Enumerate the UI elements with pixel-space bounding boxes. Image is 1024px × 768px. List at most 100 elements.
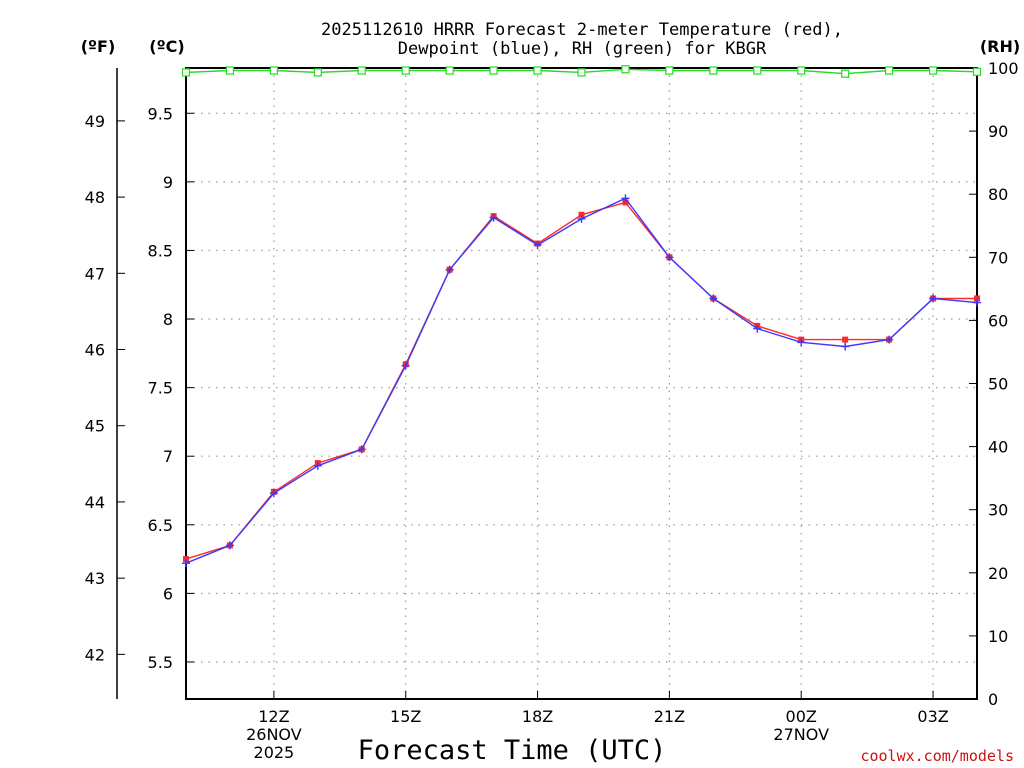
fahrenheit-axis-ticks: 42 43 44 45 46 47 48 49: [85, 112, 125, 664]
rh-point: [885, 66, 894, 75]
rh-tick-label: 70: [988, 248, 1008, 267]
title-line-1: 2025112610 HRRR Forecast 2-meter Tempera…: [321, 20, 843, 40]
celsius-tick-label: 8: [163, 310, 173, 329]
x-tick-label: 27NOV: [773, 725, 829, 744]
celsius-tick-label: 9: [163, 173, 173, 192]
dewpoint-point: [621, 194, 630, 203]
rh-tick-label: 90: [988, 122, 1008, 141]
x-tick-label: 18Z: [522, 707, 553, 726]
fahrenheit-tick-label: 45: [85, 417, 105, 436]
data-series: [181, 65, 982, 568]
dewpoint-point: [709, 294, 718, 303]
dewpoint-point: [973, 298, 981, 307]
rh-unit-label: (RH): [980, 37, 1020, 56]
x-tick-label: 03Z: [917, 707, 948, 726]
fahrenheit-tick-label: 48: [85, 188, 105, 207]
dewpoint-point: [225, 541, 234, 550]
temperature-series: [183, 199, 980, 563]
celsius-tick-label: 7: [163, 447, 173, 466]
x-tick-label: 26NOV: [246, 725, 302, 744]
temperature-point: [578, 211, 585, 218]
celsius-tick-label: 9.5: [148, 104, 173, 123]
axes: [116, 67, 978, 700]
dewpoint-point: [885, 335, 894, 344]
rh-tick-label: 30: [988, 501, 1008, 520]
celsius-tick-label: 5.5: [148, 653, 173, 672]
celsius-unit-label: (ºC): [149, 37, 184, 56]
rh-tick-label: 80: [988, 185, 1008, 204]
rh-tick-label: 10: [988, 627, 1008, 646]
rh-axis-ticks: 0 10 20 30 40 50 60 70 80 90 100: [969, 59, 1019, 709]
rh-point: [577, 68, 586, 77]
dewpoint-point: [489, 213, 498, 222]
temperature-point: [183, 556, 189, 563]
fahrenheit-tick-label: 46: [85, 341, 105, 360]
rh-tick-label: 50: [988, 375, 1008, 394]
x-tick-label: 00Z: [786, 707, 817, 726]
rh-tick-label: 60: [988, 311, 1008, 330]
rh-point: [269, 66, 278, 75]
rh-tick-label: 0: [988, 690, 998, 709]
fahrenheit-tick-label: 47: [85, 264, 105, 283]
temperature-point: [842, 336, 849, 343]
rh-point: [489, 66, 498, 75]
celsius-tick-label: 6.5: [148, 516, 173, 535]
fahrenheit-tick-label: 49: [85, 112, 105, 131]
dewpoint-point: [313, 461, 322, 470]
gridlines: [186, 68, 977, 699]
rh-point: [665, 66, 674, 75]
celsius-tick-label: 6: [163, 584, 173, 603]
fahrenheit-tick-label: 42: [85, 645, 105, 664]
x-tick-label: 12Z: [258, 707, 289, 726]
dewpoint-line: [185, 197, 978, 564]
temperature-point: [974, 295, 980, 302]
rh-point: [225, 66, 235, 75]
credit-text: coolwx.com/models: [860, 747, 1014, 765]
rh-point: [313, 68, 322, 77]
dewpoint-point: [841, 342, 850, 351]
dewpoint-point: [533, 240, 542, 249]
rh-point: [181, 68, 191, 77]
title-line-2: Dewpoint (blue), RH (green) for KBGR: [398, 39, 767, 59]
dewpoint-point: [665, 253, 674, 262]
rh-point: [357, 66, 366, 75]
plot-frame: [185, 67, 978, 700]
rh-point: [401, 66, 410, 75]
dewpoint-point: [357, 445, 366, 454]
rh-point: [797, 66, 806, 75]
dewpoint-point: [577, 214, 586, 223]
dewpoint-point: [797, 338, 806, 347]
rh-point: [753, 66, 762, 75]
dewpoint-point: [929, 294, 938, 303]
fahrenheit-unit-label: (ºF): [81, 37, 116, 56]
temperature-point: [622, 199, 629, 206]
dewpoint-point: [269, 489, 278, 498]
celsius-tick-label: 7.5: [148, 379, 173, 398]
rh-point: [928, 66, 938, 75]
dewpoint-point: [182, 559, 190, 568]
rh-point: [972, 67, 982, 76]
rh-tick-label: 100: [988, 59, 1019, 78]
rh-point: [841, 69, 850, 78]
temperature-line: [185, 201, 977, 560]
x-tick-label: 21Z: [654, 707, 685, 726]
fahrenheit-tick-label: 43: [85, 569, 105, 588]
celsius-axis-ticks: 5.5 6 6.5 7 7.5 8 8.5 9 9.5: [148, 104, 194, 672]
rh-point: [709, 66, 718, 75]
x-tick-label: 15Z: [390, 707, 421, 726]
rh-point: [445, 66, 454, 75]
x-tick-label: 2025: [254, 743, 295, 762]
rh-tick-label: 40: [988, 438, 1008, 457]
dewpoint-point: [445, 265, 454, 274]
rh-series: [181, 65, 982, 78]
chart-title: 2025112610 HRRR Forecast 2-meter Tempera…: [321, 20, 843, 59]
dewpoint-point: [401, 361, 410, 370]
dewpoint-point: [753, 324, 762, 333]
rh-point: [621, 65, 630, 74]
x-axis-label: Forecast Time (UTC): [358, 735, 667, 766]
rh-tick-label: 20: [988, 564, 1008, 583]
rh-point: [533, 66, 542, 75]
fahrenheit-tick-label: 44: [85, 493, 105, 512]
